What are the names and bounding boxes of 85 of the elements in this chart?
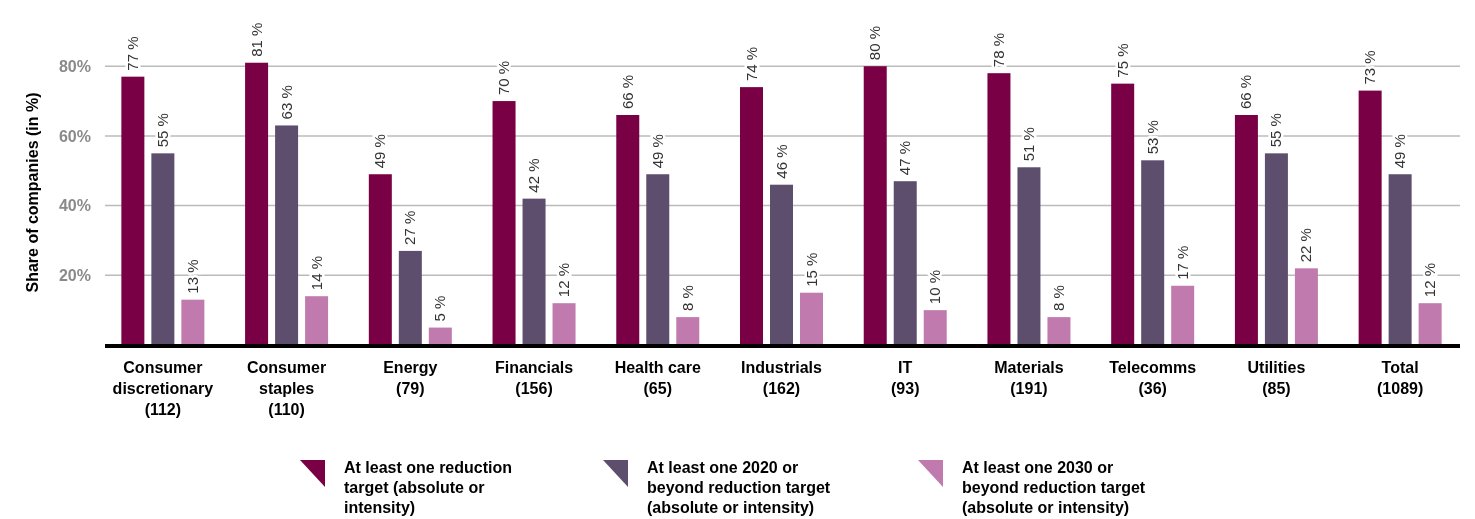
bar [987,73,1011,345]
bar [368,174,392,345]
bar [923,310,947,345]
bar [800,292,823,345]
bar [893,181,917,345]
x-tick-label: Consumer discretionary (112) [112,359,214,418]
data-label: 5 % [431,295,449,322]
data-label: 13 % [183,259,201,294]
data-label: 55 % [153,113,171,148]
x-tick-label: Industrials (162) [741,359,823,397]
legend-label: At least one reduction target (absolute or intensity) [344,459,513,516]
bar [646,174,670,345]
data-label: 73 % [1361,50,1379,85]
data-label: 75 % [1113,43,1131,78]
data-label: 77 % [123,36,141,71]
data-label: 15 % [802,252,820,287]
data-label: 47 % [896,141,914,176]
bar [121,76,145,345]
bar [275,125,299,345]
data-label: 81 % [247,22,265,57]
bar [1388,174,1412,345]
data-label: 55 % [1267,113,1285,148]
data-label: 12 % [1421,262,1439,298]
data-label: 46 % [772,144,790,179]
y-axis-title: Share of companies (in %) [24,92,41,293]
bar [1264,153,1288,345]
data-label: 8 % [1049,285,1067,312]
bar [1017,167,1041,345]
data-label: 66 % [618,74,636,109]
bar [245,62,269,345]
data-label: 80 % [866,26,884,61]
data-label: 8 % [678,285,696,312]
bar [1418,303,1442,345]
bar [428,327,452,345]
data-label: 66 % [1237,74,1255,109]
x-tick-label: Health care (65) [614,359,702,397]
data-label: 10 % [926,269,944,305]
y-tick-label: 20% [58,266,91,284]
legend-label: At least one 2020 or beyond reduction target (absolute or intensity) [647,459,831,516]
x-tick-label: Utilities (85) [1247,359,1306,397]
data-label: 42 % [525,158,543,193]
x-tick-label: Materials (191) [994,359,1064,397]
data-label: 78 % [989,32,1007,68]
x-tick-label: IT (93) [891,359,920,397]
bar [863,66,887,345]
data-label: 70 % [495,60,513,96]
x-tick-label: Energy (79) [383,359,438,397]
bar [740,87,763,345]
bar [552,303,576,345]
data-label: 53 % [1143,120,1161,155]
bar [1358,90,1382,345]
data-label: 49 % [1391,134,1409,169]
x-tick-label: Consumer staples (110) [247,359,327,418]
bar [770,184,793,345]
bar [151,153,175,345]
data-label: 49 % [648,134,666,169]
bar [1294,268,1318,345]
data-label: 51 % [1019,127,1037,162]
data-label: 14 % [307,256,325,291]
x-tick-label: Total (1089) [1377,359,1424,397]
bar [305,296,329,345]
data-label: 74 % [742,46,760,82]
bar [1171,285,1195,345]
data-label: 12 % [555,262,573,298]
y-tick-label: 80% [58,57,91,75]
data-label: 17 % [1173,245,1191,280]
y-tick-label: 40% [58,197,91,215]
bar [676,317,700,345]
bar [1141,160,1165,345]
data-label: 22 % [1297,228,1315,263]
x-tick-label: Telecomms (36) [1109,359,1197,397]
bar [1111,83,1135,345]
bar [492,101,516,345]
data-label: 27 % [401,210,419,245]
bar [181,299,205,345]
data-label: 63 % [277,85,295,120]
x-tick-label: Financials (156) [494,359,574,397]
bar [1234,115,1258,345]
legend-label: At least one 2030 or beyond reduction target (absolute or intensity) [962,459,1146,516]
bar [1047,317,1071,345]
bar [398,250,422,345]
bar [616,115,640,345]
data-label: 49 % [371,134,389,169]
bar [522,198,546,345]
y-tick-label: 60% [58,127,91,145]
